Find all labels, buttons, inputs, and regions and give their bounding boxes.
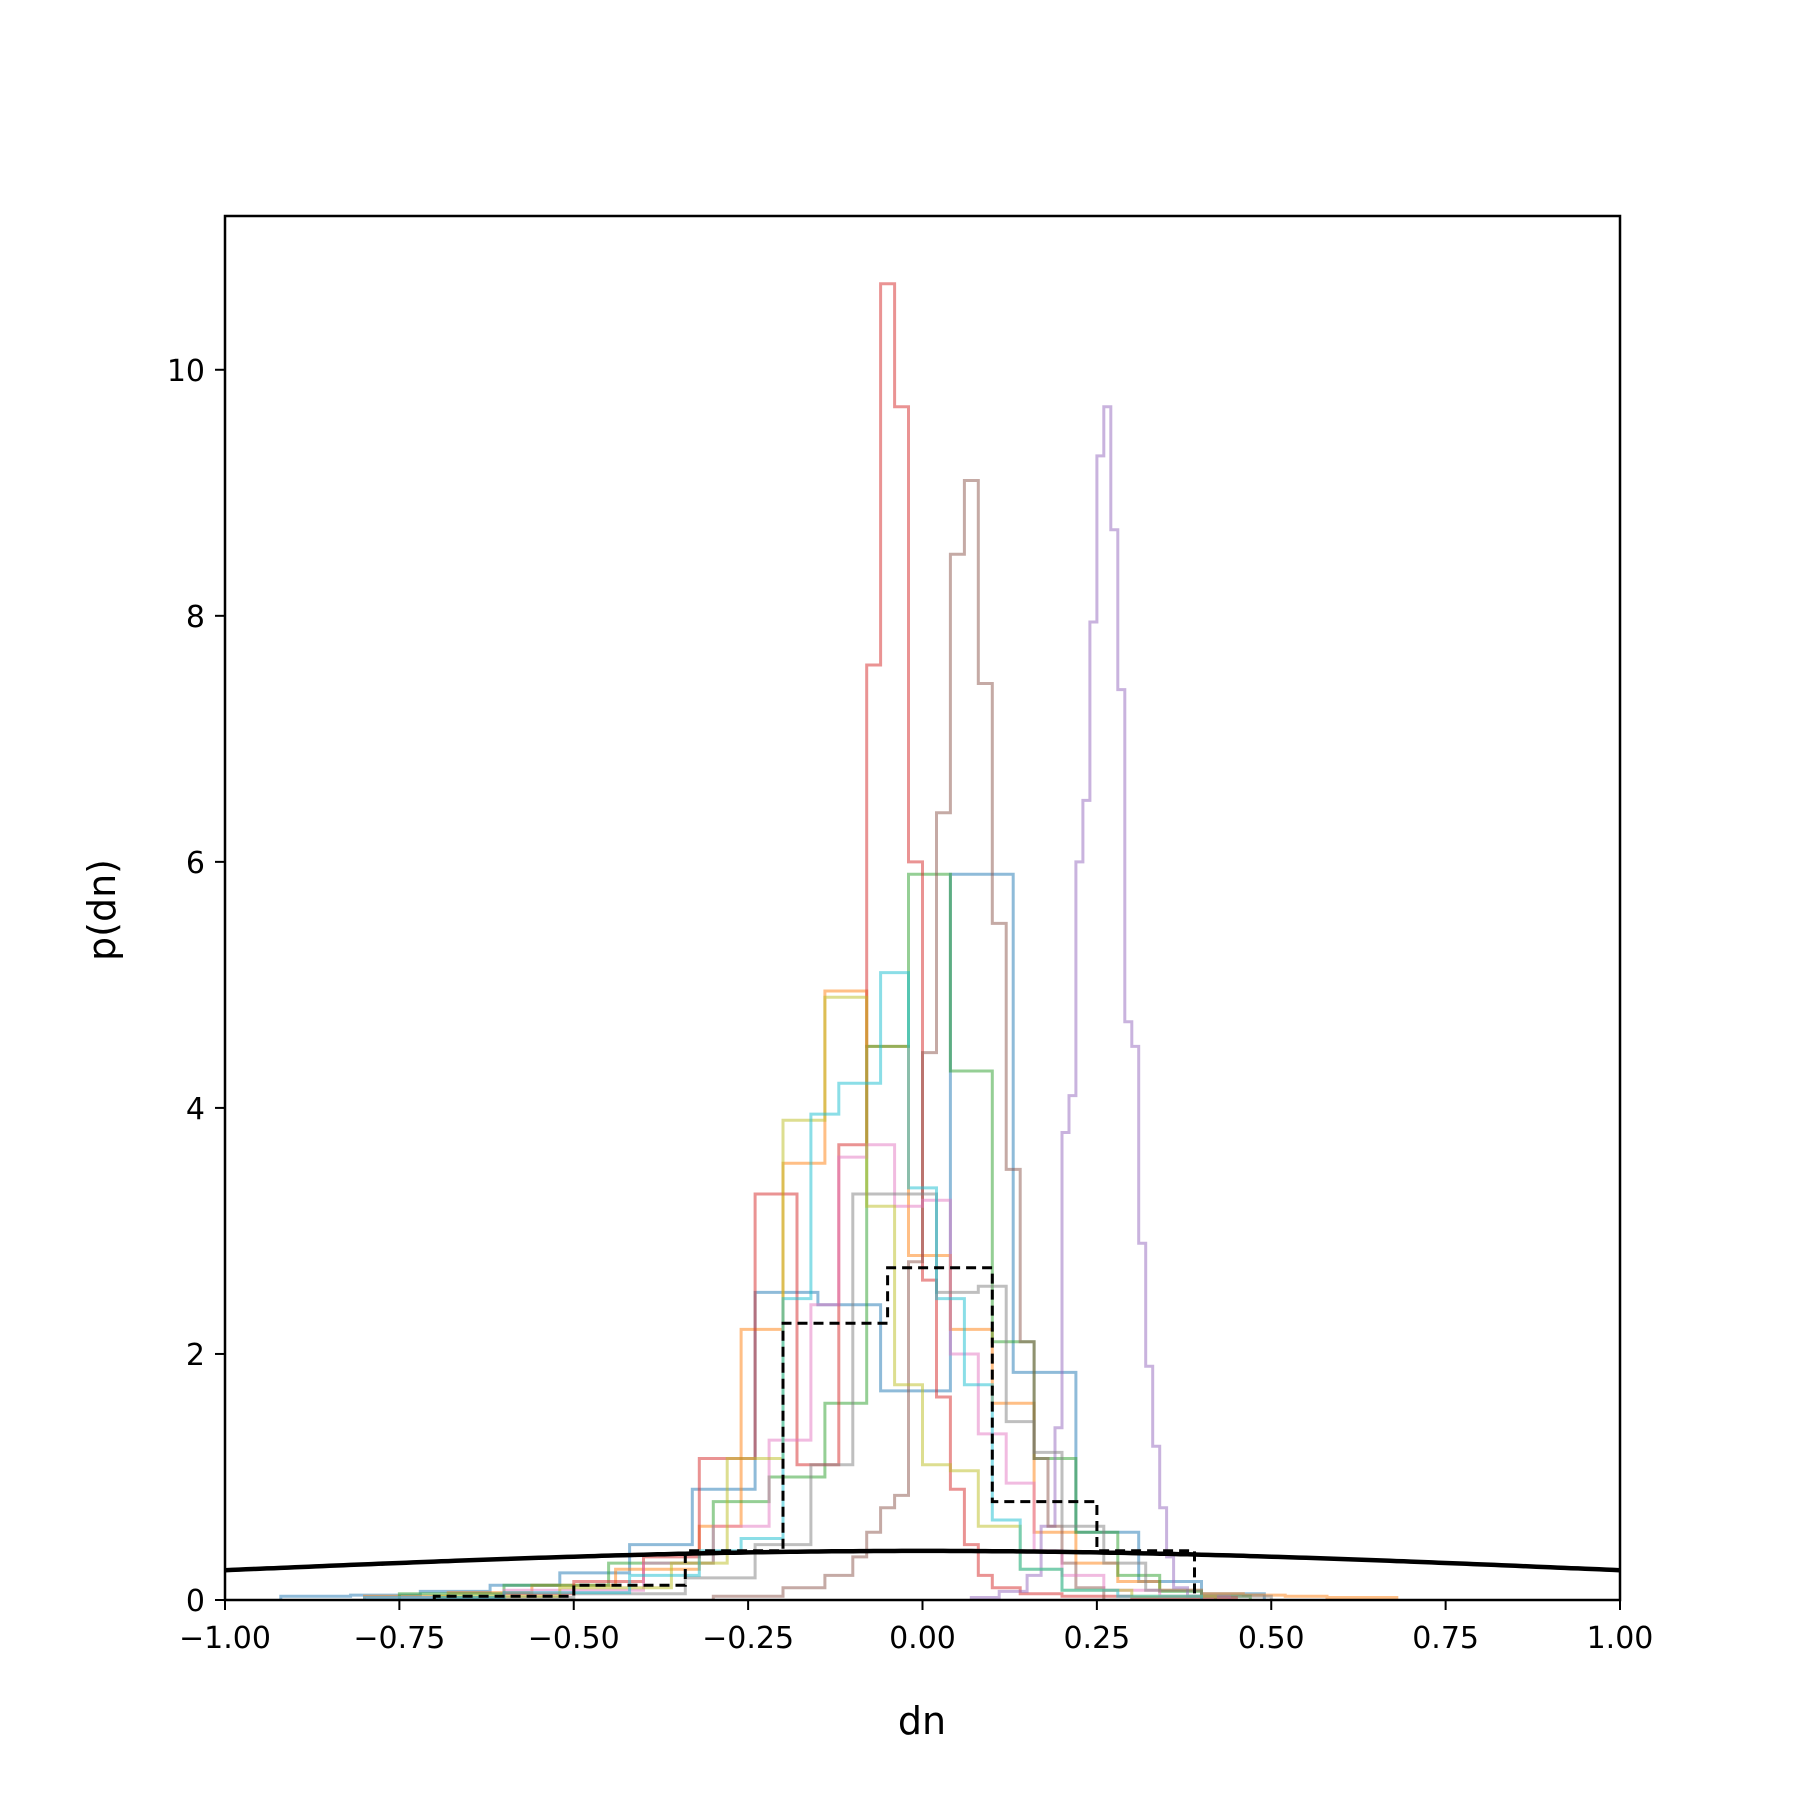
y-tick-label: 4 (186, 1092, 205, 1127)
axes-frame (223, 214, 1622, 1602)
x-tick-label: 0.25 (1063, 1621, 1130, 1656)
y-axis-label: p(dn) (80, 859, 124, 961)
histogram-series-10 (363, 971, 1203, 1600)
x-axis-label: dn (898, 1699, 946, 1743)
y-tick-label: 2 (186, 1338, 205, 1373)
x-axis-ticks: −1.00 −0.75 −0.50 −0.25 0.00 0.25 0.50 0.75 1.00 (179, 1600, 1653, 1656)
x-tick-label: 0.75 (1412, 1621, 1479, 1656)
histogram-series-6 (711, 479, 1106, 1600)
x-tick-label: −0.50 (528, 1621, 620, 1656)
prior-curve (225, 1548, 1620, 1573)
x-tick-label: −0.25 (702, 1621, 794, 1656)
x-tick-label: −0.75 (353, 1621, 445, 1656)
histogram-series-3 (397, 872, 1252, 1600)
y-axis-ticks: 0 2 4 6 8 10 (167, 354, 225, 1619)
combined-histogram (432, 1266, 1196, 1600)
y-tick-label: 0 (186, 1584, 205, 1619)
x-tick-label: 1.00 (1587, 1621, 1654, 1656)
histogram-series-1 (279, 872, 1266, 1600)
y-tick-label: 8 (186, 600, 205, 635)
y-tick-label: 6 (186, 846, 205, 881)
plot-area (225, 282, 1620, 1600)
x-tick-label: −1.00 (179, 1621, 271, 1656)
y-tick-label: 10 (167, 354, 205, 389)
x-tick-label: 0.00 (889, 1621, 956, 1656)
x-tick-label: 0.50 (1238, 1621, 1305, 1656)
histogram-series-4 (502, 282, 1238, 1600)
